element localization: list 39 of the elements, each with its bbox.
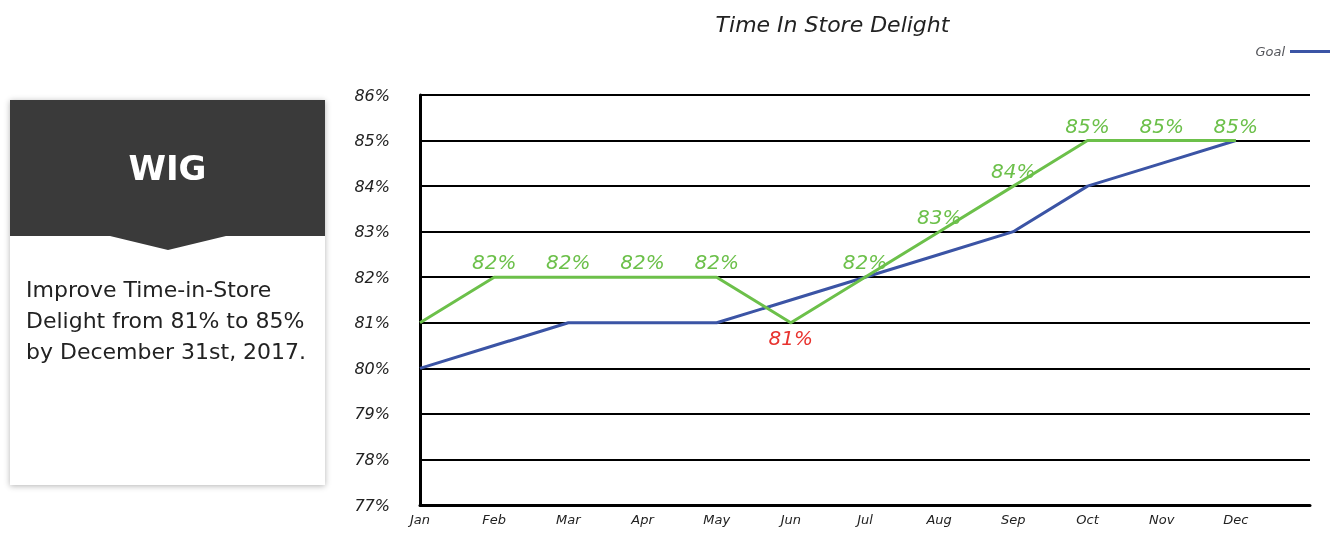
data-label: 85%	[1139, 113, 1184, 138]
data-label: 82%	[471, 250, 517, 275]
data-label: 81%	[768, 325, 814, 350]
text: Improve Time-in-Store Delight from 81% to 85% by December 31st, 2017.	[25, 276, 308, 366]
line-series	[418, 139, 1238, 325]
x-tick-label: Jan	[406, 512, 431, 527]
data-label: 82%	[620, 250, 665, 275]
data-label: 84%	[991, 159, 1036, 184]
data-label: 85%	[1065, 113, 1110, 138]
y-tick-label: 80%	[354, 358, 390, 378]
y-tick-label: 79%	[354, 404, 390, 424]
y-tick-label: 85%	[354, 131, 390, 151]
data-label: 83%	[916, 204, 962, 229]
data-label: 85%	[1213, 113, 1259, 138]
x-tick-label: Dec	[1223, 512, 1249, 527]
y-tick-label: 84%	[354, 176, 390, 196]
data-label: 82%	[842, 250, 888, 275]
legend-label: Goal	[1255, 44, 1286, 59]
text: WIG	[10, 100, 325, 236]
y-tick-label: 81%	[354, 313, 390, 333]
x-tick-label: Mar	[556, 512, 583, 527]
x-tick-label: Nov	[1148, 512, 1175, 527]
x-tick-label: Sep	[1001, 512, 1026, 527]
y-tick-label: 78%	[354, 449, 390, 469]
data-label: 82%	[694, 250, 739, 275]
data-label: 82%	[546, 250, 591, 275]
y-tick-label: 77%	[354, 495, 390, 515]
x-tick-label: Jul	[854, 512, 874, 527]
x-tick-label: Oct	[1076, 512, 1100, 527]
line-series	[418, 139, 1238, 370]
x-tick-label: Feb	[482, 512, 507, 527]
x-tick-label: Apr	[630, 512, 656, 527]
chart-title: Time In Store Delight	[715, 11, 951, 37]
y-tick-label: 86%	[354, 85, 390, 105]
y-tick-label: 83%	[354, 222, 390, 242]
y-tick-label: 82%	[354, 267, 390, 287]
x-tick-label: Aug	[925, 512, 952, 527]
x-tick-label: May	[703, 512, 731, 527]
x-tick-label: Jun	[777, 512, 801, 527]
